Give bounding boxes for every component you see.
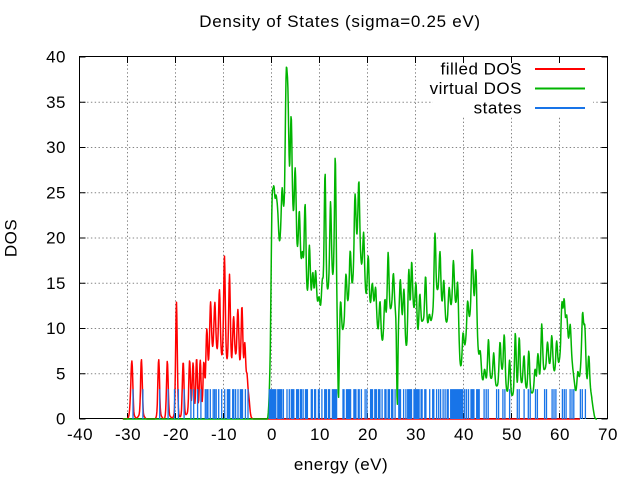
svg-text:25: 25 [46,183,66,202]
svg-text:0: 0 [267,425,277,444]
svg-text:-40: -40 [67,425,93,444]
svg-text:30: 30 [46,138,66,157]
svg-text:40: 40 [46,48,66,67]
svg-text:15: 15 [46,274,66,293]
svg-text:20: 20 [358,425,378,444]
svg-text:0: 0 [56,410,66,429]
svg-text:60: 60 [550,425,570,444]
svg-text:-10: -10 [211,425,237,444]
svg-text:states: states [474,99,522,118]
svg-text:-20: -20 [163,425,189,444]
svg-text:20: 20 [46,229,66,248]
svg-text:filled DOS: filled DOS [440,60,522,79]
svg-text:5: 5 [56,364,66,383]
svg-text:virtual DOS: virtual DOS [430,79,522,98]
svg-text:energy (eV): energy (eV) [294,455,388,474]
svg-text:50: 50 [502,425,522,444]
svg-text:Density of States (sigma=0.25: Density of States (sigma=0.25 eV) [199,12,481,31]
svg-text:35: 35 [46,93,66,112]
svg-text:70: 70 [598,425,618,444]
svg-text:30: 30 [406,425,426,444]
svg-text:10: 10 [46,319,66,338]
svg-text:-30: -30 [115,425,141,444]
svg-text:40: 40 [454,425,474,444]
svg-text:DOS: DOS [2,219,21,257]
svg-text:10: 10 [310,425,330,444]
